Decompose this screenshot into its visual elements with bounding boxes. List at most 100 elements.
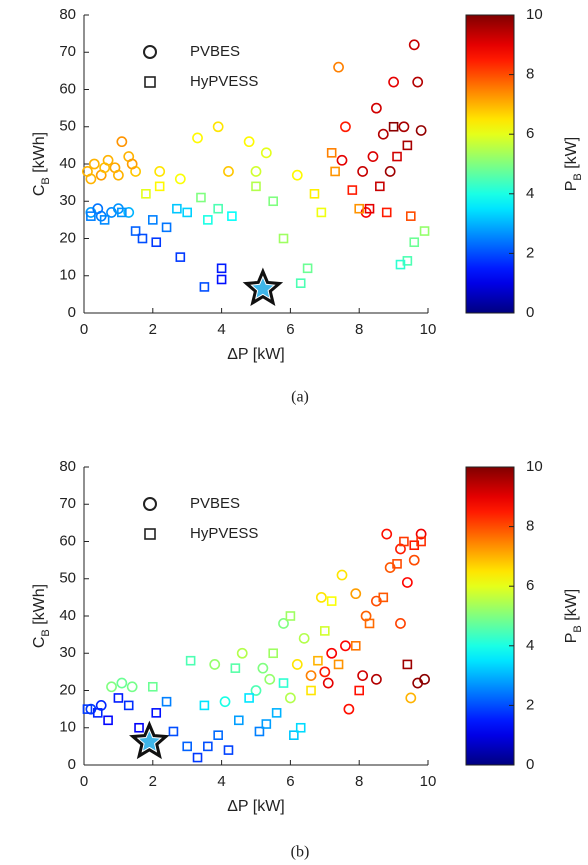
label-sub: B [40, 629, 52, 636]
point [137, 233, 148, 244]
axis-label: PB [kW] [563, 137, 584, 191]
point [92, 203, 104, 215]
axis-label: CB [kWh] [31, 132, 52, 196]
point [340, 640, 351, 652]
point [322, 677, 334, 689]
point [398, 121, 410, 133]
point [395, 618, 406, 629]
point [223, 745, 234, 755]
point [278, 678, 289, 688]
point [260, 147, 272, 159]
colorbar-tick-label: 8 [526, 518, 534, 535]
point [268, 648, 279, 659]
x-tick-label: 8 [355, 773, 363, 790]
point [357, 670, 369, 681]
point [388, 76, 399, 88]
y-tick-label: 40 [59, 155, 76, 172]
y-tick-label: 40 [59, 607, 76, 624]
label-unit: [kWh] [31, 584, 48, 629]
colorbar-tick-label: 2 [526, 696, 534, 713]
point [182, 207, 192, 218]
point [384, 166, 396, 177]
x-tick-label: 8 [355, 321, 363, 338]
point [213, 730, 223, 741]
point [289, 730, 299, 741]
point [401, 577, 413, 588]
point [113, 169, 124, 181]
x-tick-label: 2 [149, 773, 157, 790]
point [86, 211, 96, 221]
point [306, 685, 316, 696]
point [151, 708, 162, 718]
point [126, 681, 138, 693]
point [309, 189, 320, 199]
point [203, 741, 213, 752]
point [216, 274, 227, 285]
point [302, 263, 313, 274]
optimum-star-inner [250, 275, 276, 300]
point [148, 215, 158, 225]
label-main: P [563, 633, 580, 644]
point [291, 169, 303, 181]
point [243, 136, 255, 148]
y-tick-label: 0 [68, 304, 76, 321]
point [405, 211, 416, 221]
x-tick-label: 0 [80, 321, 88, 338]
legend-marker [144, 76, 156, 88]
point [364, 203, 375, 214]
point [209, 659, 221, 670]
point [319, 626, 330, 636]
x-axis-label: ΔP [kW] [227, 346, 285, 363]
axis-label: PB [kW] [563, 589, 584, 643]
point [250, 166, 262, 177]
point [278, 233, 289, 244]
point [250, 685, 262, 696]
y-tick-label: 30 [59, 192, 76, 209]
colorbar-tick-label: 10 [526, 458, 543, 475]
point [123, 207, 135, 218]
point [85, 173, 97, 185]
point [370, 673, 382, 685]
point [227, 211, 237, 221]
point [161, 222, 172, 233]
point [291, 659, 303, 670]
x-tick-label: 6 [286, 773, 294, 790]
point [234, 715, 244, 726]
point [326, 148, 337, 158]
point [203, 215, 213, 225]
axis-label: CB [kWh] [31, 584, 52, 648]
point [244, 693, 254, 703]
point [161, 696, 172, 707]
point [192, 752, 203, 763]
point [199, 700, 210, 711]
point [182, 741, 192, 752]
point [326, 596, 337, 606]
point [316, 207, 327, 218]
y-tick-label: 80 [59, 458, 76, 475]
legend-marker [143, 497, 157, 511]
point [412, 76, 424, 88]
point [347, 185, 358, 195]
point [326, 647, 338, 659]
point [99, 162, 111, 174]
point [354, 203, 365, 214]
point [254, 726, 265, 737]
point [192, 132, 203, 144]
point [82, 704, 93, 714]
y-tick-label: 50 [59, 118, 76, 135]
point [336, 154, 348, 166]
point [377, 128, 389, 140]
point [402, 659, 413, 670]
point [402, 140, 413, 151]
y-tick-label: 20 [59, 229, 76, 246]
y-tick-label: 50 [59, 570, 76, 587]
point [399, 536, 409, 547]
point [103, 715, 113, 726]
point [284, 692, 296, 704]
colorbar-tick-label: 6 [526, 125, 534, 142]
point [219, 696, 231, 708]
point [257, 662, 269, 674]
legend-marker [143, 45, 157, 59]
x-tick-label: 4 [217, 773, 225, 790]
